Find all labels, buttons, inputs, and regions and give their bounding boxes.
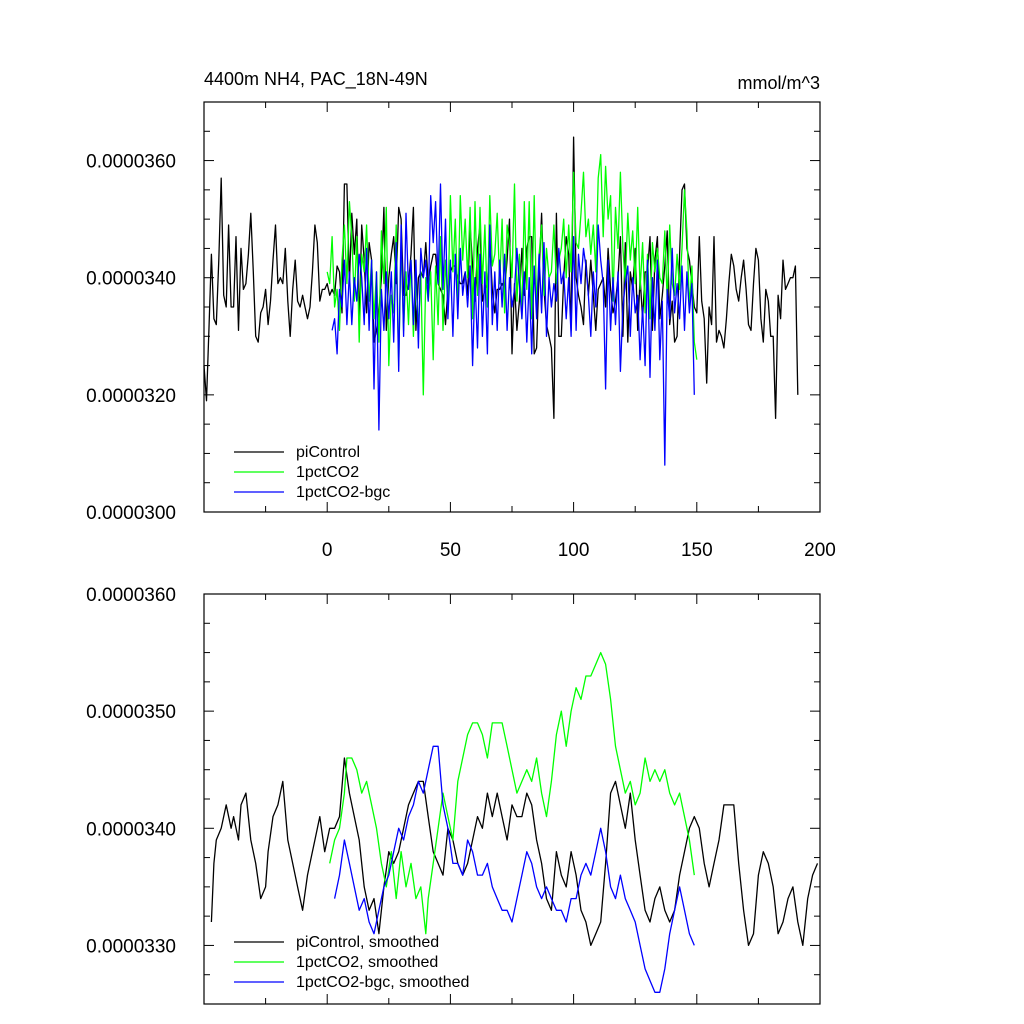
y-tick-label-1: 0.0000340 xyxy=(86,819,176,840)
legend-label-1pctco2-smoothed: 1pctCO2, smoothed xyxy=(296,954,438,971)
x-tick-label-50: 50 xyxy=(440,540,461,561)
series-line-1pctco2-bgc-smoothed xyxy=(333,745,695,993)
top-panel-ticks: 0 50 100 150 200 0.0000300 0.0000320 0.0000340 0… xyxy=(86,101,836,561)
y-tick-label-3: 0.0000360 xyxy=(86,152,176,173)
top-panel-units: mmol/m^3 xyxy=(738,73,820,93)
y-tick-label-2: 0.0000350 xyxy=(86,702,176,723)
bottom-panel: 0.0000330 0.0000340 0.0000350 0.0000360 piC… xyxy=(86,585,821,1005)
y-tick-label-1: 0.0000320 xyxy=(86,386,176,407)
y-tick-label-2: 0.0000340 xyxy=(86,269,176,290)
top-panel-lines xyxy=(203,136,799,466)
series-line-1pctco2 xyxy=(326,154,698,396)
top-panel: 4400m NH4, PAC_18N-49N mmol/m^3 0 50 100 15… xyxy=(86,69,836,561)
series-line-1pctco2-smoothed xyxy=(329,651,695,935)
bottom-panel-lines xyxy=(210,651,819,993)
bottom-panel-legend: piControl, smoothed 1pctCO2, smoothed 1p… xyxy=(234,934,469,991)
legend-label-1pctco2-bgc-smoothed: 1pctCO2-bgc, smoothed xyxy=(296,974,469,991)
series-line-picontrol-smoothed xyxy=(210,757,819,947)
legend-label-1pctco2: 1pctCO2 xyxy=(296,464,359,481)
bottom-panel-plot-frame xyxy=(203,593,821,1005)
series-line-1pctco2-bgc xyxy=(331,183,695,466)
legend-label-picontrol: piControl xyxy=(296,444,360,461)
top-panel-plot-frame xyxy=(203,101,821,513)
bottom-panel-ticks: 0.0000330 0.0000340 0.0000350 0.0000360 xyxy=(86,585,821,1005)
x-tick-label-150: 150 xyxy=(681,540,713,561)
y-tick-label-3: 0.0000360 xyxy=(86,585,176,606)
x-tick-label-100: 100 xyxy=(558,540,590,561)
top-panel-title: 4400m NH4, PAC_18N-49N xyxy=(204,69,428,90)
x-tick-label-0: 0 xyxy=(322,540,333,561)
top-panel-legend: piControl 1pctCO2 1pctCO2-bgc xyxy=(234,444,390,501)
x-tick-label-200: 200 xyxy=(804,540,836,561)
y-tick-label-0: 0.0000330 xyxy=(86,936,176,957)
legend-label-1pctco2-bgc: 1pctCO2-bgc xyxy=(296,484,390,501)
legend-label-picontrol-smoothed: piControl, smoothed xyxy=(296,934,439,951)
y-tick-label-0: 0.0000300 xyxy=(86,503,176,524)
